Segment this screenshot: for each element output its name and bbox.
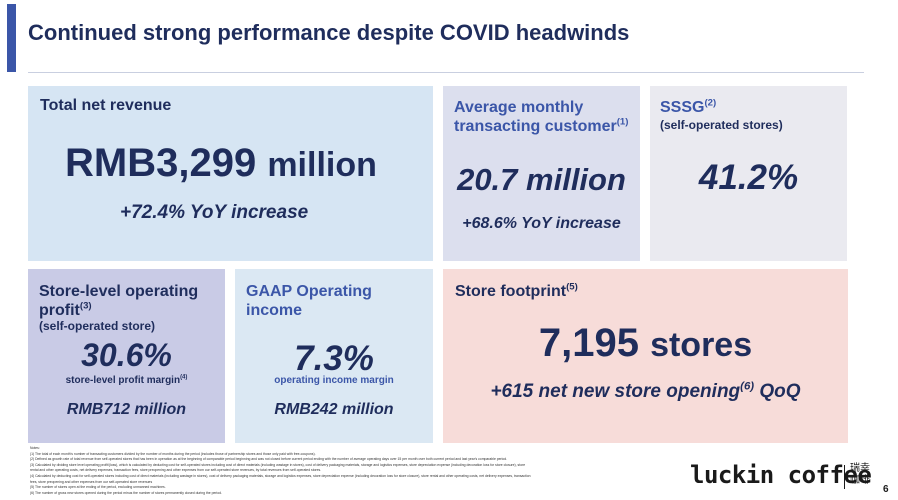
store-profit-label: Store-level operating profit(3) [39,283,219,321]
revenue-growth: +72.4% YoY increase [120,202,309,223]
footnote-line: (6) The number of gross new stores opene… [30,490,222,495]
sssg-qualifier: (self-operated stores) [660,118,783,132]
footnote-line: (3) Calculated by dividing store level o… [30,462,526,467]
footnote-line: (1) The total of each month's number of … [30,451,316,456]
footnotes-heading: Notes: [30,446,40,450]
footprint-note-ref: (5) [566,281,578,293]
footnote-line: (2) Defined as growth rate of total reve… [30,457,508,462]
revenue-unit: million [267,146,377,184]
accent-bar [7,4,16,72]
page-number: 6 [883,484,889,495]
footnotes: Notes: (1) The total of each month's num… [30,446,685,496]
store-profit-note-ref: (3) [79,300,92,312]
sssg-value: 41.2% [698,158,799,197]
customers-note-ref: (1) [616,116,629,128]
gaap-caption: operating income margin [274,375,394,386]
revenue-label: Total net revenue [40,97,172,114]
footprint-growth-text: +615 net new store opening [490,381,741,402]
store-profit-qualifier: (self-operated store) [39,319,156,333]
footprint-label-text: Store footprint [455,283,567,300]
footprint-growth-suffix: QoQ [754,381,801,402]
footprint-growth: +615 net new store opening(6) QoQ [443,381,848,403]
customers-value: 20.7 million [457,162,626,197]
footprint-unit: stores [650,326,753,364]
customers-tile: Average monthly transacting customer(1) … [443,86,640,261]
gaap-amount: RMB242 million [274,401,394,418]
sssg-note-ref: (2) [704,97,717,109]
footprint-value: 7,195 stores [443,321,848,366]
gaap-tile: GAAP Operating income 7.3% operating inc… [235,269,433,443]
sssg-tile: SSSG(2) (self-operated stores) 41.2% [650,86,847,261]
store-profit-value: 30.6% [81,337,172,373]
customers-label-text: Average monthly transacting customer [454,99,617,135]
footprint-tile: Store footprint(5) 7,195 stores +615 net… [443,269,848,443]
footprint-growth-ref: (6) [740,380,755,393]
gaap-value: 7.3% [294,339,374,378]
brand-logo: luckin coffee [690,461,872,489]
store-profit-label-text: Store-level operating profit [39,283,199,319]
footnote-line: fees, store preopening and other expense… [30,479,153,484]
sssg-label-text: SSSG [660,99,705,116]
sssg-label: SSSG(2) [660,97,717,118]
page-title: Continued strong performance despite COV… [28,20,630,45]
footprint-count: 7,195 [538,321,639,365]
footnote-line: (4) Calculated by deducting cost for sel… [30,473,531,478]
footnote-line: (5) The number of stores open at the end… [30,485,166,490]
customers-growth: +68.6% YoY increase [462,215,621,232]
store-profit-caption: store-level profit margin(4) [28,375,225,386]
logo-divider [844,465,845,489]
gaap-label: GAAP Operating income [246,283,372,319]
revenue-amount: RMB3,299 [65,141,257,185]
store-profit-caption-text: store-level profit margin [65,375,181,386]
store-profit-amount: RMB712 million [66,401,187,418]
store-profit-caption-ref: (4) [180,374,188,381]
store-profit-tile: Store-level operating profit(3) (self-op… [28,269,225,443]
revenue-value: RMB3,299 million [65,141,377,186]
customers-label: Average monthly transacting customer(1) [454,99,639,137]
footnote-line: rental and other operating costs, net de… [30,468,322,473]
revenue-tile: Total net revenue RMB3,299 million +72.4… [28,86,433,261]
title-divider [28,72,864,73]
brand-logo-cn: 瑞幸咖啡 [850,463,870,486]
footprint-label: Store footprint(5) [455,281,578,302]
